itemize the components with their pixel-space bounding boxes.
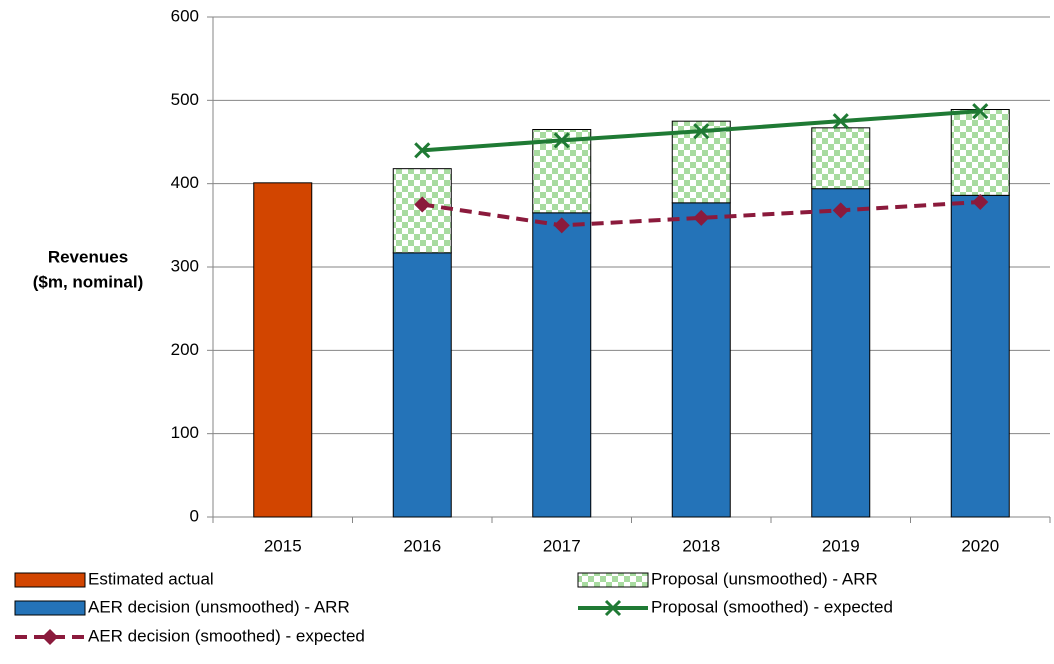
bar xyxy=(392,252,452,518)
y-tick-label: 600 xyxy=(171,6,199,25)
bar xyxy=(671,202,731,518)
x-tick-label: 2020 xyxy=(961,536,999,555)
line-marker xyxy=(553,132,570,149)
legend-swatch xyxy=(577,572,649,588)
line-marker xyxy=(832,202,849,219)
x-tick-label: 2016 xyxy=(403,536,441,555)
legend-swatch xyxy=(14,572,86,588)
legend-label: AER decision (smoothed) - expected xyxy=(88,626,365,645)
bar xyxy=(253,182,313,518)
legend-marker xyxy=(42,629,58,645)
bar xyxy=(811,188,871,518)
y-tick-label: 100 xyxy=(171,423,199,442)
y-tick-label: 0 xyxy=(190,506,199,525)
legend-label: Proposal (unsmoothed) - ARR xyxy=(651,569,878,588)
bar xyxy=(950,109,1010,196)
x-tick-label: 2018 xyxy=(682,536,720,555)
line-marker xyxy=(414,196,431,213)
bar xyxy=(532,212,592,518)
x-tick-label: 2019 xyxy=(822,536,860,555)
bar xyxy=(950,194,1010,518)
y-tick-label: 400 xyxy=(171,173,199,192)
bar xyxy=(811,127,871,190)
line xyxy=(421,200,981,228)
legend-swatch xyxy=(14,600,86,616)
line-marker xyxy=(414,142,431,159)
y-axis-label: ($m, nominal) xyxy=(33,272,144,291)
y-axis-label: Revenues xyxy=(48,247,128,266)
x-tick-label: 2015 xyxy=(264,536,302,555)
y-tick-label: 500 xyxy=(171,90,199,109)
line-marker xyxy=(553,217,570,234)
x-tick-label: 2017 xyxy=(543,536,581,555)
line-marker xyxy=(832,113,849,130)
line-marker xyxy=(972,103,989,120)
line-marker xyxy=(693,209,710,226)
y-tick-label: 300 xyxy=(171,256,199,275)
legend-label: AER decision (unsmoothed) - ARR xyxy=(88,597,350,616)
y-tick-label: 200 xyxy=(171,340,199,359)
legend-label: Estimated actual xyxy=(88,569,214,588)
legend-marker xyxy=(604,599,622,617)
line-marker xyxy=(693,123,710,140)
legend-label: Proposal (smoothed) - expected xyxy=(651,597,893,616)
line-marker xyxy=(972,194,989,210)
bar xyxy=(671,120,731,204)
